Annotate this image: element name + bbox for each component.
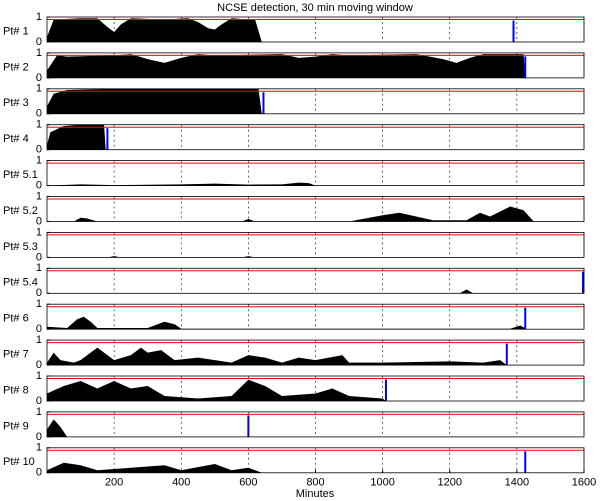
x-tick-label: 1000: [370, 477, 394, 489]
y-tick-label: 1: [36, 298, 42, 310]
y-axis-label: Pt# 5.3: [3, 241, 38, 253]
y-tick-label: 0: [36, 287, 42, 299]
y-tick-label: 1: [36, 11, 42, 23]
y-axis-label: Pt# 3: [3, 97, 29, 109]
x-tick-label: 1400: [505, 477, 529, 489]
y-axis-label: Pt# 8: [3, 384, 29, 396]
y-axis-label: Pt# 5.2: [3, 205, 38, 217]
y-tick-label: 0: [36, 36, 42, 48]
y-axis-label: Pt# 1: [3, 25, 29, 37]
x-tick-label: 400: [172, 477, 190, 489]
panel-frame: [46, 231, 585, 258]
chart-title: NCSE detection, 30 min moving window: [217, 2, 413, 14]
y-axis-label: Pt# 5.4: [3, 277, 38, 289]
y-tick-label: 1: [36, 262, 42, 274]
y-axis-label: Pt# 10: [3, 456, 35, 468]
y-tick-label: 1: [36, 83, 42, 95]
y-axis-label: Pt# 5.1: [3, 169, 38, 181]
y-tick-label: 1: [36, 119, 42, 131]
y-tick-label: 1: [36, 190, 42, 202]
y-tick-label: 1: [36, 155, 42, 167]
panel-frame: [46, 160, 585, 187]
y-tick-label: 0: [36, 323, 42, 335]
y-tick-label: 0: [36, 215, 42, 227]
y-tick-label: 0: [36, 108, 42, 120]
y-tick-label: 0: [36, 467, 42, 479]
area: [47, 54, 584, 78]
y-tick-label: 1: [36, 442, 42, 454]
y-tick-label: 0: [36, 395, 42, 407]
y-axis-label: Pt# 6: [3, 313, 29, 325]
y-axis-label: Pt# 4: [3, 133, 29, 145]
area: [47, 18, 584, 42]
panel-frame: [46, 267, 585, 294]
x-tick-label: 1600: [572, 477, 596, 489]
panel-frame: [46, 52, 585, 79]
panel-frame: [46, 88, 585, 115]
panel-frame: [46, 303, 585, 330]
y-tick-label: 1: [36, 226, 42, 238]
area: [47, 182, 584, 186]
y-tick-label: 0: [36, 144, 42, 156]
panel-frame: [46, 196, 585, 222]
y-tick-label: 0: [36, 431, 42, 443]
y-tick-label: 1: [36, 406, 42, 418]
x-tick-label: 800: [306, 477, 324, 489]
y-tick-label: 1: [36, 370, 42, 382]
y-tick-label: 1: [36, 334, 42, 346]
y-tick-label: 0: [36, 72, 42, 84]
y-tick-label: 0: [36, 251, 42, 263]
x-tick-label: 600: [239, 477, 257, 489]
panel-frame: [46, 411, 585, 438]
panel-frame: [46, 339, 585, 366]
area: [47, 206, 584, 222]
y-tick-label: 1: [36, 47, 42, 59]
y-axis-label: Pt# 7: [3, 349, 29, 361]
y-tick-label: 0: [36, 180, 42, 192]
x-tick-label: 1200: [438, 477, 462, 489]
x-axis-label: Minutes: [296, 488, 335, 500]
x-tick-label: 200: [105, 477, 123, 489]
y-axis-label: Pt# 2: [3, 61, 29, 73]
panel-frame: [46, 447, 585, 474]
y-axis-label: Pt# 9: [3, 420, 29, 432]
panel-frame: [46, 124, 585, 151]
area: [47, 316, 584, 330]
panel-frame: [46, 16, 585, 43]
y-tick-label: 0: [36, 359, 42, 371]
panel-frame: [46, 375, 585, 402]
